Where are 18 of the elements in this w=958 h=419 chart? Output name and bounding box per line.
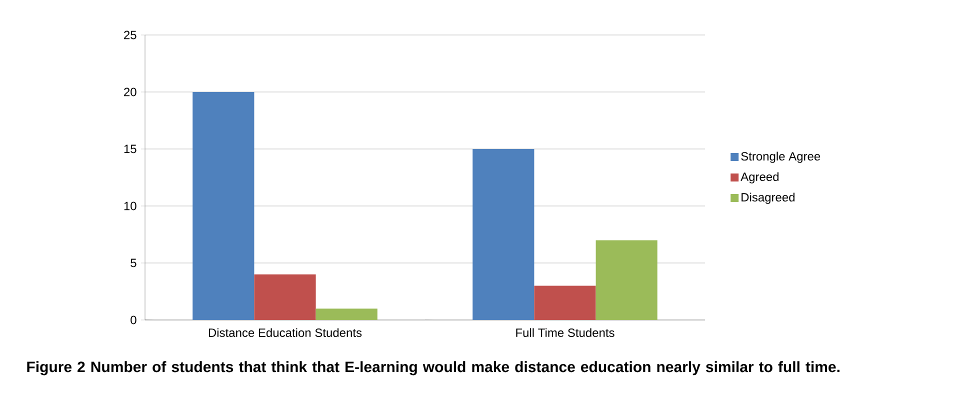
y-tick-label: 25	[124, 30, 136, 40]
y-tick-label: 15	[124, 144, 136, 154]
y-tick-label: 20	[124, 88, 136, 96]
bar	[254, 274, 316, 320]
bar	[596, 240, 658, 320]
y-tick-label: 0	[130, 316, 136, 324]
legend-label: Disagreed	[742, 192, 795, 204]
bar	[192, 92, 254, 320]
legend-label: Strongle Agree	[741, 152, 820, 163]
caption: Figure 2 Number of students that think that E-learning would make distance education nearly similar to full time.	[27, 361, 840, 376]
x-tick-label: Distance Education Students	[208, 328, 362, 337]
y-tick-label: 10	[124, 202, 136, 210]
x-tick-label: Full Time Students	[516, 328, 614, 337]
legend-label: Agreed	[740, 172, 779, 184]
y-tick-label: 5	[130, 258, 136, 268]
bar	[472, 148, 534, 320]
bar	[534, 286, 596, 320]
bar	[316, 308, 378, 320]
